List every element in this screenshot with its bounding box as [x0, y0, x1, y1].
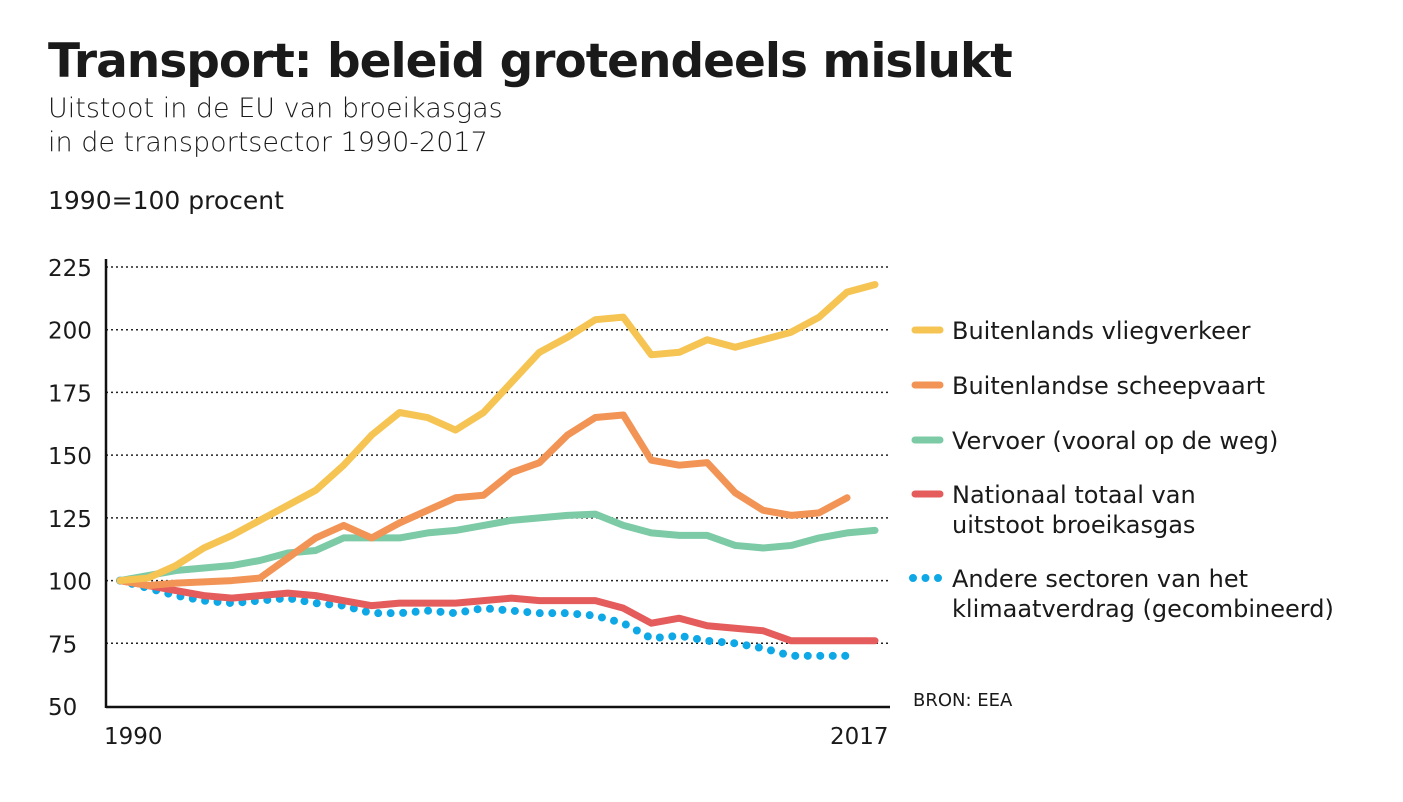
series-line [116, 576, 852, 660]
y-tick-label: 50 [48, 695, 77, 721]
legend-label: Vervoer (vooral op de weg) [952, 427, 1278, 455]
legend-label: Nationaal totaal van [952, 481, 1196, 509]
y-tick-label: 125 [48, 507, 92, 533]
series-line [116, 281, 879, 585]
unit-label: 1990=100 procent [48, 186, 284, 215]
legend-label: Buitenlands vliegverkeer [952, 317, 1251, 345]
legend-label: Buitenlandse scheepvaart [952, 372, 1265, 400]
chart-title: Transport: beleid grotendeels mislukt [48, 34, 1013, 89]
series-line [116, 411, 851, 590]
subtitle-line-1: Uitstoot in de EU van broeikasgas [48, 93, 503, 124]
x-tick-label: 2017 [830, 724, 889, 750]
legend-label: Andere sectoren van het [952, 565, 1248, 593]
chart-subtitle: Uitstoot in de EU van broeikasgas in de … [48, 92, 503, 160]
series-line [116, 510, 879, 585]
x-tick-label: 1990 [104, 724, 163, 750]
legend-label: klimaatverdrag (gecombineerd) [952, 595, 1334, 623]
y-tick-label: 100 [48, 570, 92, 596]
y-tick-label: 175 [48, 381, 92, 407]
legend-label: uitstoot broeikasgas [952, 511, 1195, 539]
y-tick-label: 200 [48, 319, 92, 345]
y-tick-label: 150 [48, 444, 92, 470]
y-tick-label: 75 [48, 632, 77, 658]
subtitle-line-2: in de transportsector 1990-2017 [48, 127, 488, 158]
source-label: BRON: EEA [913, 690, 1013, 711]
series-line [116, 577, 879, 645]
y-tick-label: 225 [48, 256, 92, 282]
